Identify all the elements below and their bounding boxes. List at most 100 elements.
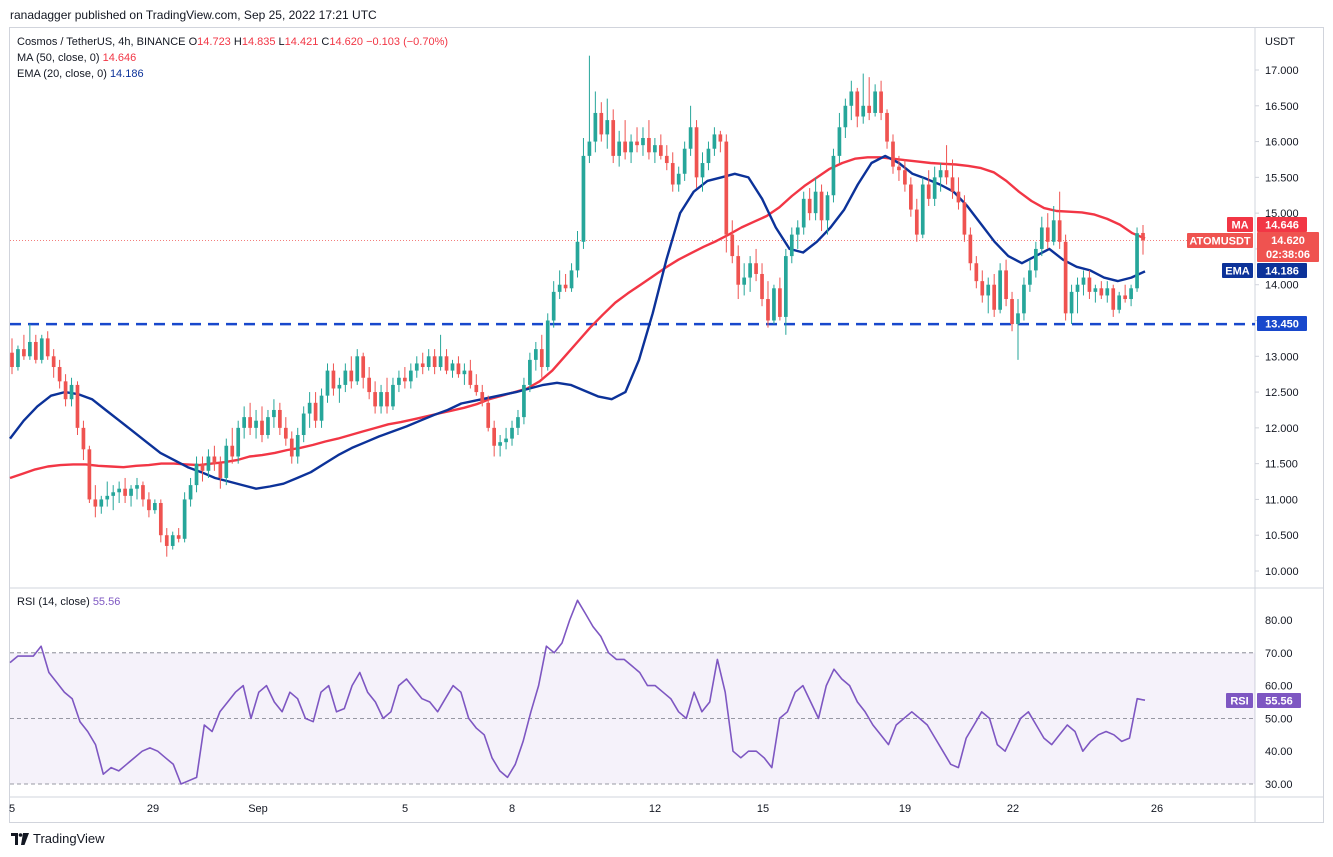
candle-body <box>248 417 252 428</box>
candle-body <box>212 456 217 464</box>
candle-body <box>444 356 449 371</box>
candle-body <box>539 349 544 368</box>
candle-body <box>778 288 782 317</box>
candle-body <box>22 349 26 357</box>
candle-body <box>272 409 276 418</box>
rsi-tag-value-text: 55.56 <box>1265 696 1293 708</box>
candle-body <box>450 363 455 371</box>
time-tick-label: 26 <box>1151 803 1163 815</box>
candle-body <box>504 438 508 443</box>
candle-body <box>867 105 872 113</box>
candle-body <box>242 417 246 428</box>
candle-body <box>188 485 193 500</box>
candle-body <box>712 134 717 149</box>
price-tick-label: 10.500 <box>1265 530 1299 542</box>
price-tick-label: 16.500 <box>1265 101 1299 113</box>
tradingview-logo[interactable]: TradingView <box>11 831 105 846</box>
price-tick-label: 14.000 <box>1265 280 1299 292</box>
candle-body <box>331 370 336 389</box>
candle-body <box>903 170 907 185</box>
candle-body <box>361 356 366 378</box>
candle-body <box>1135 233 1139 289</box>
candle-body <box>748 263 752 278</box>
ema-tag-value-bg <box>1257 263 1307 278</box>
candle-body <box>944 170 949 178</box>
rsi-tag-label-bg <box>1226 693 1253 708</box>
candle-body <box>69 384 74 400</box>
candle-body <box>605 120 610 135</box>
time-tick-label: 8 <box>509 803 515 815</box>
rsi-tag-label-text: RSI <box>1230 696 1248 708</box>
price-tick-label: 17.000 <box>1265 65 1299 77</box>
candle-body <box>682 148 687 174</box>
ema-tag-label-bg <box>1222 263 1253 278</box>
candle-body <box>1129 288 1133 300</box>
high-value: 14.835 <box>241 36 276 48</box>
candle-body <box>1093 288 1098 292</box>
candle-body <box>992 284 997 310</box>
support-tag-value-text: 13.450 <box>1265 319 1299 331</box>
candle-body <box>123 488 127 496</box>
candle-body <box>688 127 693 149</box>
candle-body <box>319 395 324 421</box>
candle-body <box>391 384 395 407</box>
candle-body <box>1016 313 1020 325</box>
candle-body <box>914 209 919 235</box>
candle-body <box>45 338 50 357</box>
candle-body <box>861 105 866 117</box>
candle-body <box>432 356 437 368</box>
candle-body <box>420 363 425 368</box>
grid <box>9 28 1324 822</box>
publisher-line: ranadagger published on TradingView.com,… <box>10 8 377 22</box>
time-tick-label: 22 <box>1007 803 1019 815</box>
candle-body <box>1039 227 1044 249</box>
ma-tag-label-text: MA <box>1231 220 1248 232</box>
candle-body <box>873 91 877 113</box>
candle-body <box>843 105 848 128</box>
rsi-label: RSI (14, close) <box>17 596 90 608</box>
candle-body <box>533 349 538 360</box>
rsi-tick-label: 80.00 <box>1265 615 1293 627</box>
high-label: H <box>233 36 242 48</box>
candle-body <box>563 284 568 289</box>
candle-body <box>760 273 764 300</box>
candle-body <box>950 177 955 192</box>
candle-body <box>819 191 824 221</box>
ma-tag-value-text: 14.646 <box>1265 220 1299 232</box>
candle-body <box>1028 270 1032 285</box>
candle-body <box>956 191 961 203</box>
candle-body <box>51 356 56 368</box>
ema-label: EMA (20, close, 0) <box>17 68 107 80</box>
candle-body <box>283 427 288 439</box>
candle-body <box>10 352 14 368</box>
ma-tag-label-bg <box>1227 217 1253 232</box>
candle-body <box>254 420 258 428</box>
candle-body <box>355 356 360 382</box>
ema-tag-label-text: EMA <box>1225 266 1250 278</box>
time-tick-label: 29 <box>147 803 159 815</box>
candle-body <box>456 363 461 375</box>
candle-body <box>147 499 151 511</box>
price-tag-label-text: ATOMUSDT <box>1189 236 1251 248</box>
candle-body <box>938 170 943 178</box>
candle-body <box>641 137 645 146</box>
candle-body <box>313 402 318 421</box>
currency-label: USDT <box>1265 36 1295 48</box>
candle-body <box>182 499 187 539</box>
candle-body <box>730 234 735 257</box>
candle-body <box>670 163 675 185</box>
candle-body <box>278 409 282 428</box>
support-tag-value-bg <box>1257 316 1307 331</box>
price-tick-label: 13.000 <box>1265 351 1299 363</box>
candle-body <box>1075 284 1080 292</box>
candle-body <box>236 427 241 457</box>
candle-body <box>200 463 205 471</box>
ma-value: 14.646 <box>102 52 137 64</box>
ema-value: 14.186 <box>109 68 144 80</box>
time-tick-label: 5 <box>402 803 408 815</box>
candle-body <box>1069 291 1074 314</box>
candle-body <box>403 377 407 382</box>
candle-body <box>1045 227 1050 242</box>
candle-body <box>1111 288 1116 310</box>
